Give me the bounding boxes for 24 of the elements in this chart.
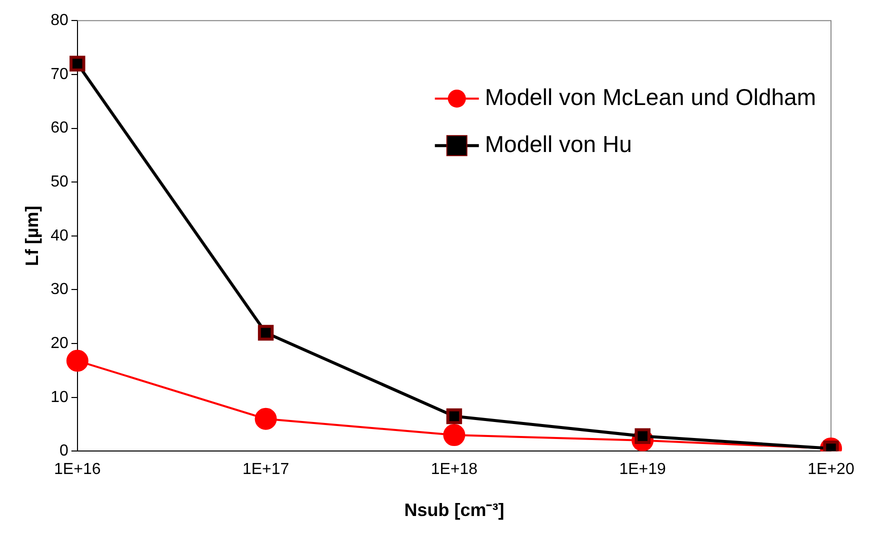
- point: [66, 350, 88, 372]
- y-tick-label: 10: [50, 388, 68, 406]
- y-tick-label: 40: [50, 227, 68, 244]
- legend-label: Modell von Hu: [484, 130, 632, 157]
- x-tick-label: 1E+16: [54, 461, 101, 478]
- y-tick-label: 70: [50, 66, 68, 83]
- y-tick-label: 60: [50, 120, 68, 137]
- x-tick-label: 1E+19: [619, 461, 666, 478]
- legend-label: Modell von McLean und Oldham: [484, 84, 816, 110]
- x-axis-title: Nsub [cm⁻³]: [404, 500, 504, 520]
- x-tick-label: 1E+20: [808, 461, 854, 478]
- y-tick-label: 20: [50, 334, 68, 352]
- point: [254, 408, 277, 430]
- y-tick-label: 0: [59, 442, 68, 460]
- point: [446, 408, 462, 424]
- y-tick-label: 50: [50, 173, 68, 190]
- point: [443, 424, 466, 446]
- x-tick-label: 1E+17: [242, 461, 290, 478]
- x-tick-label: 1E+18: [430, 461, 478, 478]
- y-tick-label: 30: [50, 281, 68, 298]
- y-tick-label: 80: [50, 12, 68, 30]
- point: [70, 56, 86, 72]
- point: [258, 324, 274, 341]
- y-axis-title: Lf [µm]: [22, 206, 42, 266]
